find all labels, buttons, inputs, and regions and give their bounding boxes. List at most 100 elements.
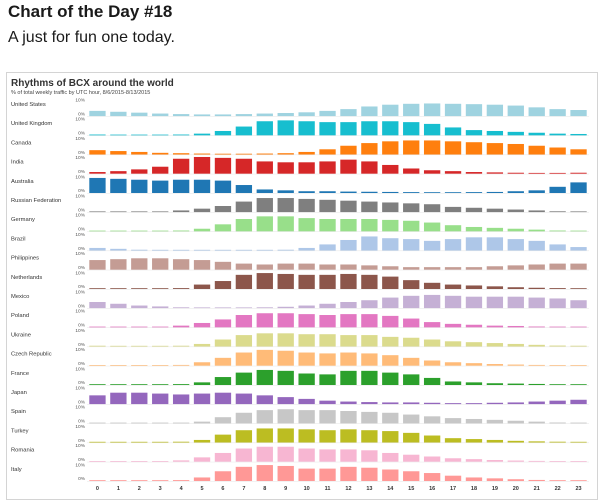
bar	[465, 459, 483, 462]
bar	[214, 130, 232, 136]
post-title: Chart of the Day #18	[8, 2, 173, 21]
bar	[570, 384, 587, 385]
y-tick-label-min: 0%	[78, 131, 86, 137]
bar	[570, 149, 587, 155]
bar	[570, 461, 587, 462]
bar	[361, 411, 378, 424]
bar	[444, 341, 462, 347]
bar	[298, 448, 315, 462]
bar	[89, 260, 106, 270]
bar	[382, 452, 399, 462]
row-label: Turkey	[11, 428, 29, 434]
bar	[214, 206, 232, 213]
y-tick-label-max: 10%	[75, 443, 85, 449]
bar	[256, 446, 273, 462]
bar	[256, 273, 273, 289]
bar	[319, 199, 336, 213]
bar	[549, 298, 566, 309]
bar	[549, 400, 566, 405]
bar	[319, 219, 336, 232]
bar	[277, 113, 294, 117]
bar	[298, 247, 315, 251]
bar	[319, 110, 336, 117]
bar	[382, 355, 399, 366]
bar	[298, 121, 315, 136]
bar	[465, 285, 483, 289]
bar	[152, 166, 169, 174]
bar	[340, 449, 357, 462]
bar	[444, 171, 462, 174]
bar	[549, 365, 566, 366]
x-tick-label: 18	[471, 486, 477, 492]
bar	[214, 417, 232, 424]
bar	[340, 314, 357, 328]
bar	[193, 228, 211, 232]
bar	[131, 326, 148, 328]
bar	[549, 263, 566, 270]
bar	[298, 191, 315, 193]
bar	[193, 393, 211, 405]
bar	[89, 247, 106, 251]
row-label: Romania	[11, 448, 35, 454]
bar	[214, 281, 232, 289]
bar	[131, 384, 148, 385]
bar	[110, 288, 127, 289]
row-label: United Kingdom	[11, 121, 52, 127]
bar	[403, 192, 420, 193]
bar	[549, 441, 566, 443]
bar	[403, 374, 420, 385]
bar	[193, 249, 211, 251]
bar	[214, 114, 232, 117]
bar	[235, 430, 253, 443]
bar	[361, 191, 378, 193]
bar	[361, 201, 378, 213]
bar	[549, 384, 566, 385]
bar	[277, 216, 294, 232]
y-tick-label-min: 0%	[78, 457, 86, 463]
bar	[110, 422, 127, 424]
bar	[486, 296, 504, 309]
bar	[172, 480, 190, 482]
bar	[110, 211, 127, 213]
bar	[277, 249, 294, 251]
bar	[256, 121, 273, 136]
bar	[423, 322, 441, 328]
x-tick-label: 7	[242, 486, 245, 492]
bar	[382, 372, 399, 385]
bar	[214, 392, 232, 405]
bar	[193, 153, 211, 155]
bar	[549, 230, 566, 232]
x-tick-label: 3	[159, 486, 162, 492]
bar	[235, 307, 253, 309]
bar	[319, 400, 336, 405]
bar	[110, 303, 127, 309]
bar	[444, 295, 462, 309]
bar	[152, 461, 169, 462]
bar	[361, 236, 378, 251]
bar	[507, 265, 524, 270]
bar	[319, 161, 336, 174]
bar	[340, 239, 357, 251]
bar	[110, 171, 127, 174]
bar	[549, 244, 566, 251]
bar	[110, 111, 127, 117]
y-tick-label-min: 0%	[78, 265, 86, 271]
bar	[172, 230, 190, 232]
bar	[444, 141, 462, 155]
bar	[423, 435, 441, 443]
bar	[277, 465, 294, 481]
row-italy: Italy 10% 0%	[11, 462, 589, 482]
bar	[486, 172, 504, 174]
bar	[89, 177, 106, 193]
bar	[486, 439, 504, 443]
bar	[235, 352, 253, 366]
bar	[256, 465, 273, 481]
bar	[152, 422, 169, 424]
bar	[235, 372, 253, 385]
bar	[131, 134, 148, 136]
y-tick-label-min: 0%	[78, 246, 86, 252]
x-tick-label: 21	[534, 486, 540, 492]
bar	[298, 352, 315, 366]
bar	[193, 477, 211, 481]
bar	[549, 480, 566, 481]
